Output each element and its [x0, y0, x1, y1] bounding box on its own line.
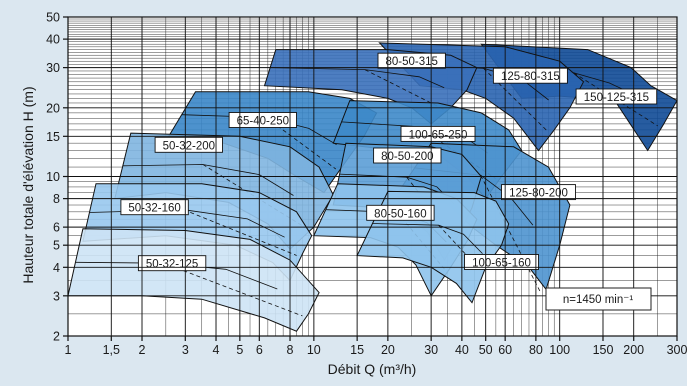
speed-note-text: n=1450 min⁻¹ [563, 294, 633, 306]
pump-label-text: 50-32-160 [128, 203, 180, 215]
pump-label-100-65-250: 100-65-250 [400, 125, 476, 142]
pump-label-box [400, 125, 476, 142]
efficiency-line-50-32-160 [183, 209, 297, 256]
pump-label-150-125-315: 150-125-315 [575, 88, 658, 105]
y-tick-label: 5 [53, 239, 60, 253]
x-tick-label: 1,5 [103, 343, 120, 357]
pump-label-box [377, 52, 446, 69]
impeller-curve-50-32-200 [122, 164, 294, 196]
x-tick-label: 30 [424, 343, 438, 357]
pump-label-65-40-250: 65-40-250 [228, 112, 297, 128]
x-tick-label: 5 [236, 343, 243, 357]
pump-label-50-32-160: 50-32-160 [120, 199, 189, 216]
pump-label-box [228, 112, 297, 128]
pump-label-50-32-200: 50-32-200 [154, 136, 223, 153]
x-tick-label: 100 [549, 343, 570, 357]
pump-label-box [373, 147, 442, 164]
y-axis-title: Hauteur totale d'élévation H (m) [20, 86, 36, 283]
pump-label-text: 150-125-315 [584, 92, 649, 104]
pump-label-text: 80-50-200 [381, 151, 433, 163]
pump-label-text: 100-65-250 [409, 129, 468, 141]
pump-label-text: 50-32-200 [163, 140, 215, 152]
x-tick-label: 60 [498, 343, 512, 357]
impeller-curve-80-50-315 [270, 67, 445, 89]
x-tick-label: 10 [307, 343, 321, 357]
pump-label-125-80-200: 125-80-200 [501, 184, 576, 201]
x-tick-label: 8 [287, 343, 294, 357]
y-tick-label: 6 [53, 221, 60, 235]
impeller-curve-100-65-160 [372, 223, 483, 254]
x-tick-label: 300 [667, 343, 687, 357]
y-tick-label: 30 [46, 61, 60, 75]
x-tick-label: 20 [381, 343, 395, 357]
speed-note: n=1450 min⁻¹ [545, 287, 652, 311]
efficiency-line-80-50-315 [364, 69, 445, 111]
x-tick-label: 2 [139, 343, 146, 357]
x-tick-label: 80 [529, 343, 543, 357]
pump-label-text: 50-32-125 [146, 259, 198, 271]
x-tick-label: 150 [593, 343, 614, 357]
pump-labels: 150-125-315 125-80-315 80-50-315 65-40-250 1… [120, 52, 658, 272]
pump-label-text: 125-80-315 [501, 71, 560, 83]
axes: 1 1,5 2 3 4 5 6 8 10 15 20 30 40 50 60 80 100 150 200 30023… [46, 11, 687, 358]
y-tick-label: 3 [53, 289, 60, 303]
x-tick-label: 6 [256, 343, 263, 357]
y-tick-label: 50 [46, 11, 60, 25]
pump-label-50-32-125: 50-32-125 [137, 255, 207, 272]
pump-label-text: 80-50-315 [385, 56, 437, 68]
y-tick-label: 4 [53, 261, 60, 275]
pump-label-box [154, 136, 223, 153]
pump-label-box [120, 199, 189, 216]
pump-label-box [492, 67, 568, 84]
pump-label-text: 80-50-160 [374, 208, 426, 220]
x-tick-label: 1 [65, 343, 72, 357]
efficiency-line-50-32-125 [163, 262, 303, 317]
x-tick-label: 15 [350, 343, 364, 357]
pump-label-100-65-160: 100-65-160 [464, 254, 539, 270]
pump-label-125-80-315: 125-80-315 [492, 67, 568, 84]
x-tick-label: 50 [479, 343, 493, 357]
y-tick-label: 40 [46, 33, 60, 47]
y-tick-label: 2 [53, 330, 60, 344]
y-tick-label: 15 [46, 130, 60, 144]
pump-label-text: 65-40-250 [237, 116, 289, 128]
pump-label-text: 125-80-200 [509, 188, 568, 200]
x-tick-label: 4 [213, 343, 220, 357]
x-axis-title: Débit Q (m³/h) [328, 361, 417, 377]
pump-label-80-50-160: 80-50-160 [366, 204, 435, 221]
y-tick-label: 10 [46, 170, 60, 184]
pump-label-text: 100-65-160 [472, 258, 531, 270]
x-tick-label: 3 [182, 343, 189, 357]
pump-label-box [575, 88, 658, 105]
y-tick-label: 8 [53, 192, 60, 206]
pump-label-80-50-315: 80-50-315 [377, 52, 446, 69]
speed-note-box [545, 287, 652, 311]
pump-label-box [366, 204, 435, 221]
x-tick-label: 40 [455, 343, 469, 357]
pump-label-box [501, 184, 576, 201]
y-tick-label: 20 [46, 101, 60, 115]
pump-label-box [464, 254, 539, 270]
pump-label-80-50-200: 80-50-200 [373, 147, 442, 164]
x-tick-label: 200 [623, 343, 644, 357]
efficiency-line-125-80-200 [480, 175, 541, 292]
